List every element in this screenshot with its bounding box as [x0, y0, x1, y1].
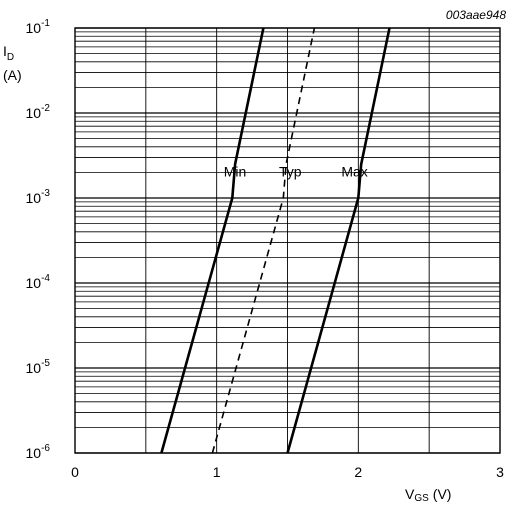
y-tick-base: 10 — [26, 360, 42, 376]
y-tick-label: 10-6 — [26, 443, 51, 461]
curve-labels: Min Typ Max — [224, 163, 368, 179]
y-tick-exponent: -1 — [41, 18, 50, 29]
y-tick-label: 10-2 — [26, 103, 51, 121]
curve-label-min: Min — [224, 163, 247, 179]
x-axis-label-main: V — [405, 486, 415, 502]
x-axis-label-sub: GS — [414, 493, 429, 504]
y-tick-exponent: -5 — [41, 358, 50, 369]
figure-code: 003aae948 — [446, 8, 506, 22]
y-axis-unit: (A) — [3, 67, 22, 83]
y-tick-exponent: -3 — [41, 188, 50, 199]
curve-min — [160, 27, 265, 454]
y-axis-label-main: I — [3, 43, 7, 59]
x-tick-label: 2 — [354, 464, 362, 480]
x-axis-label-unit: (V) — [433, 486, 452, 502]
grid — [74, 27, 501, 454]
x-axis-label: VGS (V) — [405, 486, 451, 504]
y-tick-label: 10-3 — [26, 188, 51, 206]
curve-typ — [211, 27, 316, 454]
y-tick-label: 10-4 — [26, 273, 51, 291]
y-axis-label-sub: D — [7, 52, 14, 63]
x-tick-label: 3 — [496, 464, 504, 480]
y-tick-base: 10 — [26, 445, 42, 461]
x-tick-labels: 0 1 2 3 — [71, 464, 504, 480]
y-tick-label: 10-1 — [26, 18, 51, 36]
y-axis-label: ID — [3, 43, 14, 63]
x-tick-label: 1 — [213, 464, 221, 480]
y-tick-base: 10 — [26, 190, 42, 206]
y-tick-base: 10 — [26, 275, 42, 291]
curve-label-typ: Typ — [279, 163, 302, 179]
y-tick-labels: 10-610-510-410-310-210-1 — [26, 18, 51, 461]
y-tick-base: 10 — [26, 105, 42, 121]
y-tick-exponent: -4 — [41, 273, 50, 284]
x-tick-label: 0 — [71, 464, 79, 480]
y-tick-label: 10-5 — [26, 358, 51, 376]
y-tick-base: 10 — [26, 20, 42, 36]
curve-label-max: Max — [341, 163, 367, 179]
y-tick-exponent: -6 — [41, 443, 50, 454]
y-tick-exponent: -2 — [41, 103, 50, 114]
curve-max — [286, 27, 391, 454]
curves — [160, 27, 391, 454]
